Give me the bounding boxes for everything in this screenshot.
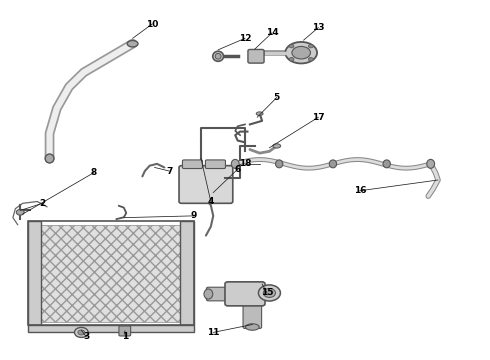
- Text: 13: 13: [312, 23, 324, 32]
- FancyBboxPatch shape: [243, 301, 262, 328]
- Circle shape: [16, 210, 24, 215]
- Ellipse shape: [275, 160, 283, 168]
- Ellipse shape: [383, 160, 391, 168]
- Ellipse shape: [231, 159, 239, 168]
- Ellipse shape: [45, 154, 54, 163]
- Ellipse shape: [213, 51, 223, 61]
- Text: 16: 16: [354, 186, 366, 195]
- FancyBboxPatch shape: [182, 160, 202, 168]
- Circle shape: [289, 44, 294, 48]
- FancyBboxPatch shape: [179, 166, 233, 203]
- FancyBboxPatch shape: [248, 49, 264, 63]
- Text: 7: 7: [166, 167, 172, 176]
- Ellipse shape: [127, 41, 138, 47]
- FancyBboxPatch shape: [119, 326, 131, 336]
- Text: 15: 15: [261, 288, 273, 297]
- Text: 5: 5: [273, 93, 280, 102]
- Circle shape: [308, 44, 313, 48]
- Text: 11: 11: [207, 328, 220, 337]
- Bar: [40, 225, 181, 321]
- Circle shape: [78, 330, 85, 335]
- FancyBboxPatch shape: [206, 287, 232, 301]
- Circle shape: [74, 327, 88, 337]
- Text: 17: 17: [312, 113, 324, 122]
- Text: 2: 2: [39, 199, 46, 208]
- Bar: [180, 221, 194, 325]
- Text: 12: 12: [239, 34, 251, 43]
- Text: 6: 6: [235, 165, 241, 174]
- Ellipse shape: [263, 288, 275, 297]
- FancyBboxPatch shape: [205, 160, 225, 168]
- Bar: [27, 221, 194, 325]
- Text: 10: 10: [146, 19, 158, 28]
- Text: 3: 3: [83, 332, 89, 341]
- Ellipse shape: [329, 160, 337, 168]
- Text: 8: 8: [91, 168, 97, 177]
- Bar: [27, 221, 41, 325]
- Text: 18: 18: [239, 159, 251, 168]
- Ellipse shape: [273, 144, 281, 148]
- Text: 4: 4: [208, 197, 214, 206]
- Ellipse shape: [292, 46, 311, 59]
- Ellipse shape: [204, 289, 213, 299]
- Ellipse shape: [215, 53, 221, 59]
- Bar: [27, 325, 194, 332]
- Text: 1: 1: [122, 332, 128, 341]
- Ellipse shape: [285, 42, 317, 63]
- Circle shape: [308, 58, 313, 61]
- Circle shape: [289, 58, 294, 61]
- Ellipse shape: [258, 285, 280, 301]
- Ellipse shape: [256, 112, 263, 116]
- FancyBboxPatch shape: [225, 282, 265, 306]
- Ellipse shape: [245, 324, 259, 330]
- Text: 14: 14: [266, 28, 278, 37]
- Ellipse shape: [427, 159, 435, 168]
- Text: 9: 9: [191, 211, 197, 220]
